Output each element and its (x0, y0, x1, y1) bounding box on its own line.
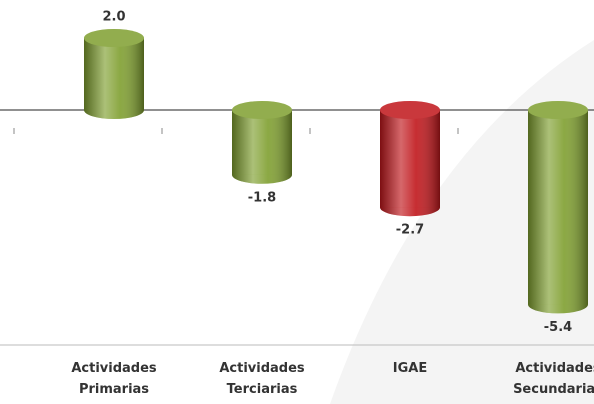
cylinder-top (232, 101, 292, 119)
cylinder (84, 29, 144, 119)
cylinder-top (84, 29, 144, 47)
value-label: -5.4 (544, 320, 572, 335)
cylinder-top-shade (84, 29, 144, 47)
x-tick-label: Actividades Terciarias (219, 361, 305, 397)
value-label: -2.7 (396, 223, 424, 238)
cylinder (232, 101, 292, 184)
cylinder-top-shade (380, 101, 440, 119)
x-tick-label: Actividades Primarias (71, 361, 157, 397)
cylinder-top (528, 101, 588, 119)
value-label: -1.8 (248, 190, 276, 205)
cylinder-top-shade (232, 101, 292, 119)
bar-shade (528, 110, 588, 305)
cylinder (380, 101, 440, 217)
bar-shade (380, 110, 440, 208)
bar-shade (84, 38, 144, 110)
cylinder-top (380, 101, 440, 119)
cylinder-top-shade (528, 101, 588, 119)
x-tick-label: IGAE (392, 361, 428, 376)
cylinder (528, 101, 588, 314)
bar-shade (232, 110, 292, 175)
x-tick-label: Actividades Secundarias (513, 361, 594, 397)
value-label: 2.0 (102, 10, 125, 25)
